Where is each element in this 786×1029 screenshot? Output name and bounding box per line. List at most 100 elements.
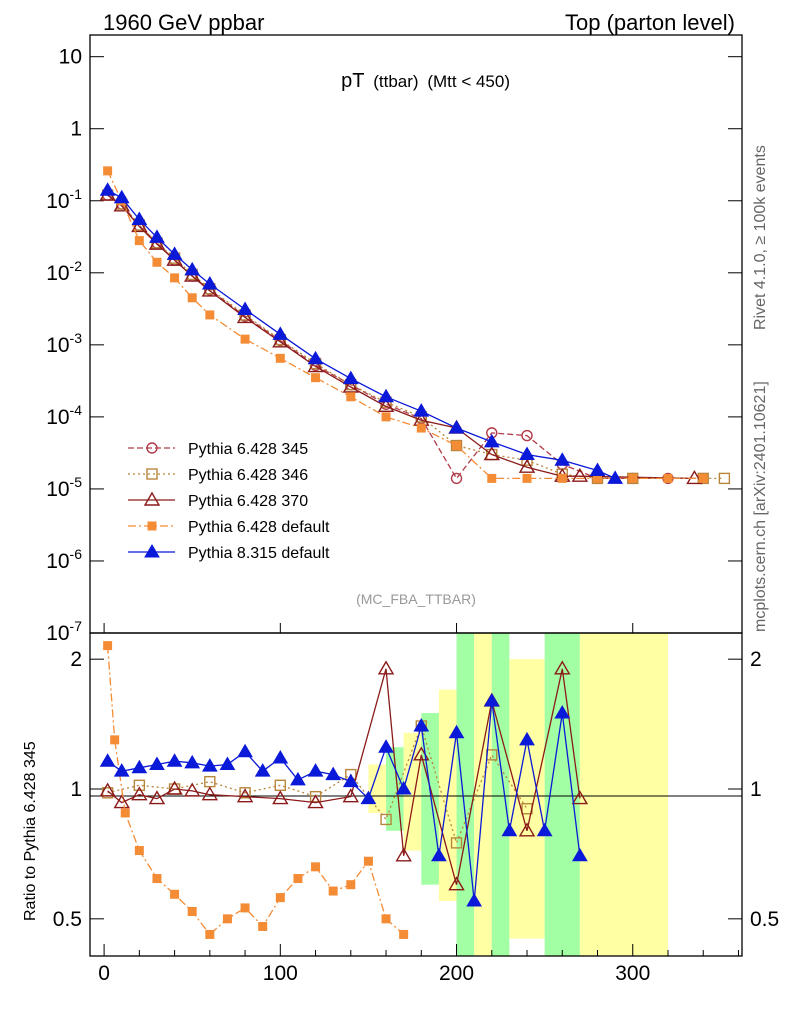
series-5 (99, 692, 588, 907)
series-4-point (487, 473, 497, 483)
series-3-point (342, 378, 360, 393)
series-5-point (99, 753, 116, 767)
series-5-point (483, 433, 500, 448)
series-4-line (107, 170, 704, 480)
legend-label: Pythia 8.315 default (188, 545, 330, 562)
ratio-y-tick-label-right: 2 (750, 648, 762, 671)
series-5-point (272, 326, 289, 340)
y-tick-label: 10-2 (46, 258, 82, 285)
main-plot-frame (89, 34, 743, 634)
series-2 (101, 189, 731, 485)
series-5-point (413, 403, 430, 417)
series-5-point (589, 462, 606, 477)
main-series (99, 166, 731, 485)
chart-title: pT (ttbar) (Mtt < 450) (341, 70, 510, 92)
series-3-point (554, 660, 571, 675)
ratio-y-tick-label: 1 (70, 778, 82, 801)
header-right: Top (parton level) (565, 10, 735, 35)
series-3-point (518, 822, 536, 837)
ratio-y-tick-label-right: 1 (750, 778, 762, 801)
series-5-point (184, 261, 201, 276)
series-4-point (205, 929, 215, 939)
series-5-point (99, 182, 116, 196)
series-4-point (346, 880, 356, 890)
y-tick-label: 10-7 (46, 618, 82, 645)
watermark: (MC_FBA_TTBAR) (356, 591, 476, 607)
series-3-point (236, 309, 254, 324)
series-4-point (110, 735, 120, 745)
series-4-point (399, 929, 409, 939)
series-5-point (149, 756, 165, 770)
series-5-point (342, 370, 359, 385)
ratio-band (509, 659, 545, 939)
series-4-point (240, 903, 250, 913)
series-3-point (201, 786, 219, 801)
y-tick-label: 10-6 (46, 546, 82, 573)
series-4-point (187, 293, 197, 303)
series-5-point (254, 763, 271, 777)
series-5-line (107, 189, 616, 479)
series-3-point (518, 458, 536, 473)
series-1-point (450, 472, 463, 485)
main-axes: 10 1 10-1 10-2 10-3 10-4 10-5 10-6 10-7 (46, 46, 742, 645)
legend-label: Pythia 6.428 346 (188, 467, 308, 484)
y-tick-label: 10-1 (46, 186, 82, 213)
series-5-point (554, 452, 571, 466)
series-5-point (572, 847, 588, 862)
series-3-point (148, 235, 166, 250)
series-4-point (170, 889, 180, 899)
series-5-point (166, 246, 183, 260)
series-5-point (184, 754, 201, 769)
series-4-point (120, 808, 130, 818)
series-5-line (107, 700, 581, 902)
series-5-point (607, 470, 623, 484)
series-5-point (378, 739, 394, 753)
ratio-band (491, 633, 510, 956)
series-4-point (275, 353, 285, 363)
series-5-point (219, 756, 236, 770)
series-5-point (448, 724, 465, 739)
series-2-point (450, 837, 463, 849)
series-5-point (466, 892, 483, 907)
x-tick-label: 100 (263, 962, 298, 985)
series-5-point (201, 275, 218, 290)
series-1-point (521, 429, 533, 442)
series-5-point (342, 773, 359, 788)
header-left: 1960 GeV ppbar (103, 10, 264, 35)
series-4-point (152, 874, 162, 884)
series-3 (99, 186, 703, 485)
series-4-point (134, 846, 144, 856)
series-3-point (686, 470, 703, 485)
series-5-point (237, 743, 253, 758)
series-2-line (107, 194, 725, 480)
series-5-point (519, 446, 535, 461)
series-5-point (431, 847, 447, 862)
series-4-point (205, 310, 215, 320)
series-5-point (307, 350, 324, 365)
series-4-point (103, 641, 113, 651)
series-3-point (131, 218, 148, 233)
legend-marker (146, 442, 158, 454)
series-4-point (258, 921, 268, 931)
ratio-y-tick-label-right: 0.5 (750, 908, 779, 931)
series-2-point (274, 779, 287, 791)
series-3-point (201, 282, 219, 297)
series-4-point (222, 914, 232, 924)
series-5-point (483, 692, 500, 707)
series-3-point (131, 786, 148, 801)
chart-title-main: pT (341, 70, 364, 92)
x-tick-label: 0 (98, 962, 110, 985)
series-5-point (554, 705, 571, 719)
series-3-point (342, 788, 360, 803)
series-5-point (237, 301, 253, 315)
series-2-point (133, 779, 146, 791)
ratio-y-tick-label: 0.5 (53, 908, 82, 931)
series-5-point (113, 763, 130, 777)
series-4-point (381, 412, 391, 422)
series-3-point (307, 794, 324, 809)
y-tick-label: 10 (59, 46, 82, 69)
series-2-point (309, 790, 322, 803)
series-4-point (103, 166, 113, 176)
legend-marker (147, 521, 157, 531)
